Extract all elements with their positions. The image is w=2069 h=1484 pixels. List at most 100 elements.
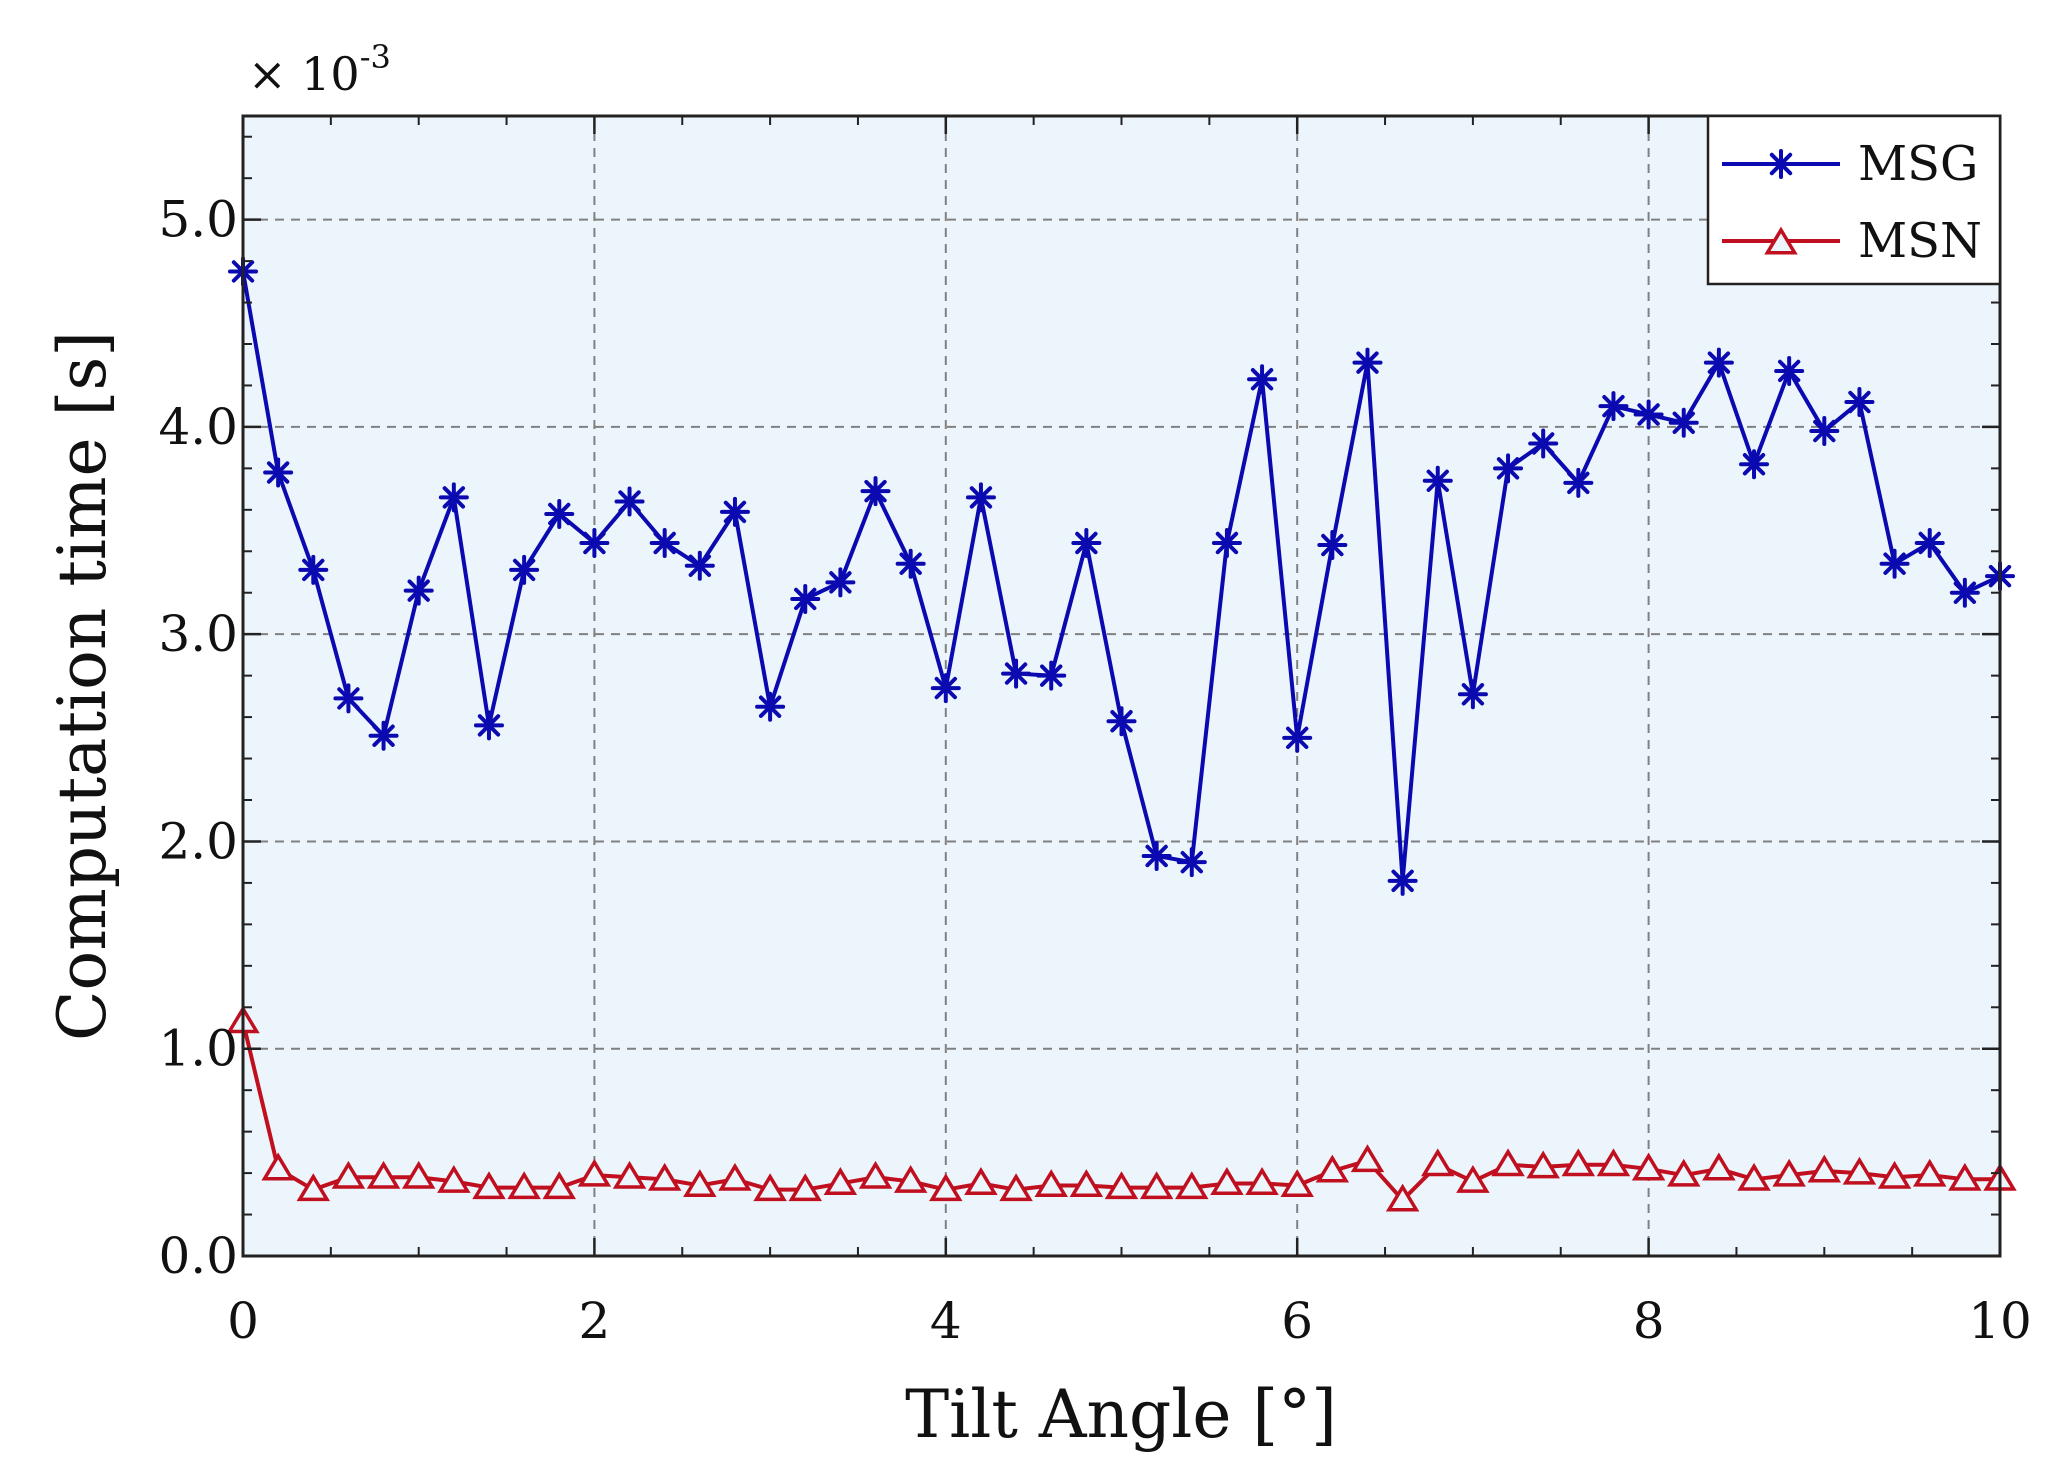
msn-point [1877,1160,1912,1189]
msg-point [1563,467,1594,498]
msg-point [930,673,961,704]
msg-point [1036,660,1067,691]
msn-point [507,1171,541,1200]
msn-point [1702,1152,1736,1181]
msg-point [684,550,715,581]
msn-point [893,1164,928,1193]
msn-point [683,1169,717,1198]
x-tick-label: 6 [1281,1292,1313,1350]
msg-point [649,527,680,558]
msg-point [1387,865,1418,896]
msg-point [1844,387,1875,418]
msg-point [1809,416,1840,447]
msn-point [366,1160,401,1189]
msn-point [1526,1150,1560,1179]
msn-point [1456,1164,1490,1193]
msn-point [1034,1169,1068,1198]
msg-point [1739,449,1770,480]
msn-point [261,1152,295,1181]
tick-labels: 0 2 4 6 8 10 0.0 1.0 2.0 3.0 4.0 5.0 [158,191,2031,1350]
msg-point [790,583,821,614]
msg-point [298,554,329,585]
msn-point [999,1173,1033,1202]
msn-point [718,1162,752,1191]
msg-point [1141,840,1172,871]
msg-point [1457,679,1488,710]
y-axis-title: Computation time [s] [44,331,121,1041]
msg-point [755,691,786,722]
msn-point [577,1158,612,1187]
msn-point [1737,1162,1771,1191]
msg-point [473,710,504,741]
msn-series [226,1005,2017,1212]
msn-point [612,1160,647,1189]
msg-point [1949,577,1980,608]
msn-point [1842,1156,1877,1185]
series-layer [226,256,2017,1212]
msg-point [1106,706,1137,737]
msg-point [1282,722,1313,753]
msg-point [1071,527,1102,558]
msg-point [719,496,750,527]
msn-point [1491,1148,1525,1177]
msg-point [1879,548,1910,579]
msg-point [1176,847,1207,878]
msn-point [1807,1154,1842,1183]
y-tick-label: 4.0 [158,398,238,456]
msg-point [368,720,399,751]
msn-point [1631,1152,1666,1181]
msg-point [333,683,364,714]
legend-label-msg: MSG [1858,136,1978,192]
msn-point [296,1173,331,1202]
msn-point [472,1171,506,1200]
msn-point [647,1162,682,1191]
msn-point [823,1167,858,1195]
msn-point [788,1173,822,1202]
msg-point [895,548,926,579]
msn-point [401,1160,436,1189]
legend-box [1706,114,2002,286]
msn-point [331,1160,366,1189]
y-tick-label: 2.0 [158,812,238,870]
msg-point [263,457,294,488]
legend-entry-msn: MSN [1722,213,1982,269]
x-tick-label: 4 [930,1292,962,1350]
msn-point [964,1167,998,1195]
msn-point [1175,1171,1209,1200]
msn-point [1069,1169,1104,1198]
legend-entry-msg: MSG [1722,136,1978,192]
msg-point [579,527,610,558]
msg-point [1774,355,1805,386]
msn-point [1421,1148,1455,1177]
msg-point [1703,347,1734,378]
msn-point [1104,1171,1139,1200]
msn-point [1912,1158,1947,1187]
y-tick-label: 3.0 [158,605,238,663]
msg-point [1914,527,1945,558]
msn-point [1561,1148,1596,1177]
msg-point [1001,658,1032,689]
msg-point [1668,407,1699,438]
msg-point [1317,530,1348,561]
legend-marker-msn [1764,226,1798,255]
msn-point [1139,1171,1174,1200]
x-tick-label: 8 [1633,1292,1665,1350]
msn-point [1350,1144,1385,1173]
msg-point [1528,428,1559,459]
msn-point [1315,1154,1350,1183]
legend-label-msn: MSN [1858,213,1982,269]
msn-point [858,1160,893,1189]
msn-point [1772,1158,1806,1187]
x-tick-label: 0 [227,1292,259,1350]
x-axis-title: Tilt Angle [°] [905,1376,1337,1453]
axis-ticks [241,116,2002,1258]
msg-point [1493,453,1524,484]
msn-point [753,1173,787,1202]
y-axis-multiplier: × 10-3 [248,38,391,101]
msn-point [1948,1162,1982,1191]
msg-point [1633,399,1664,430]
msg-point [544,498,575,529]
msg-point [403,575,434,606]
msg-point [1247,364,1278,395]
